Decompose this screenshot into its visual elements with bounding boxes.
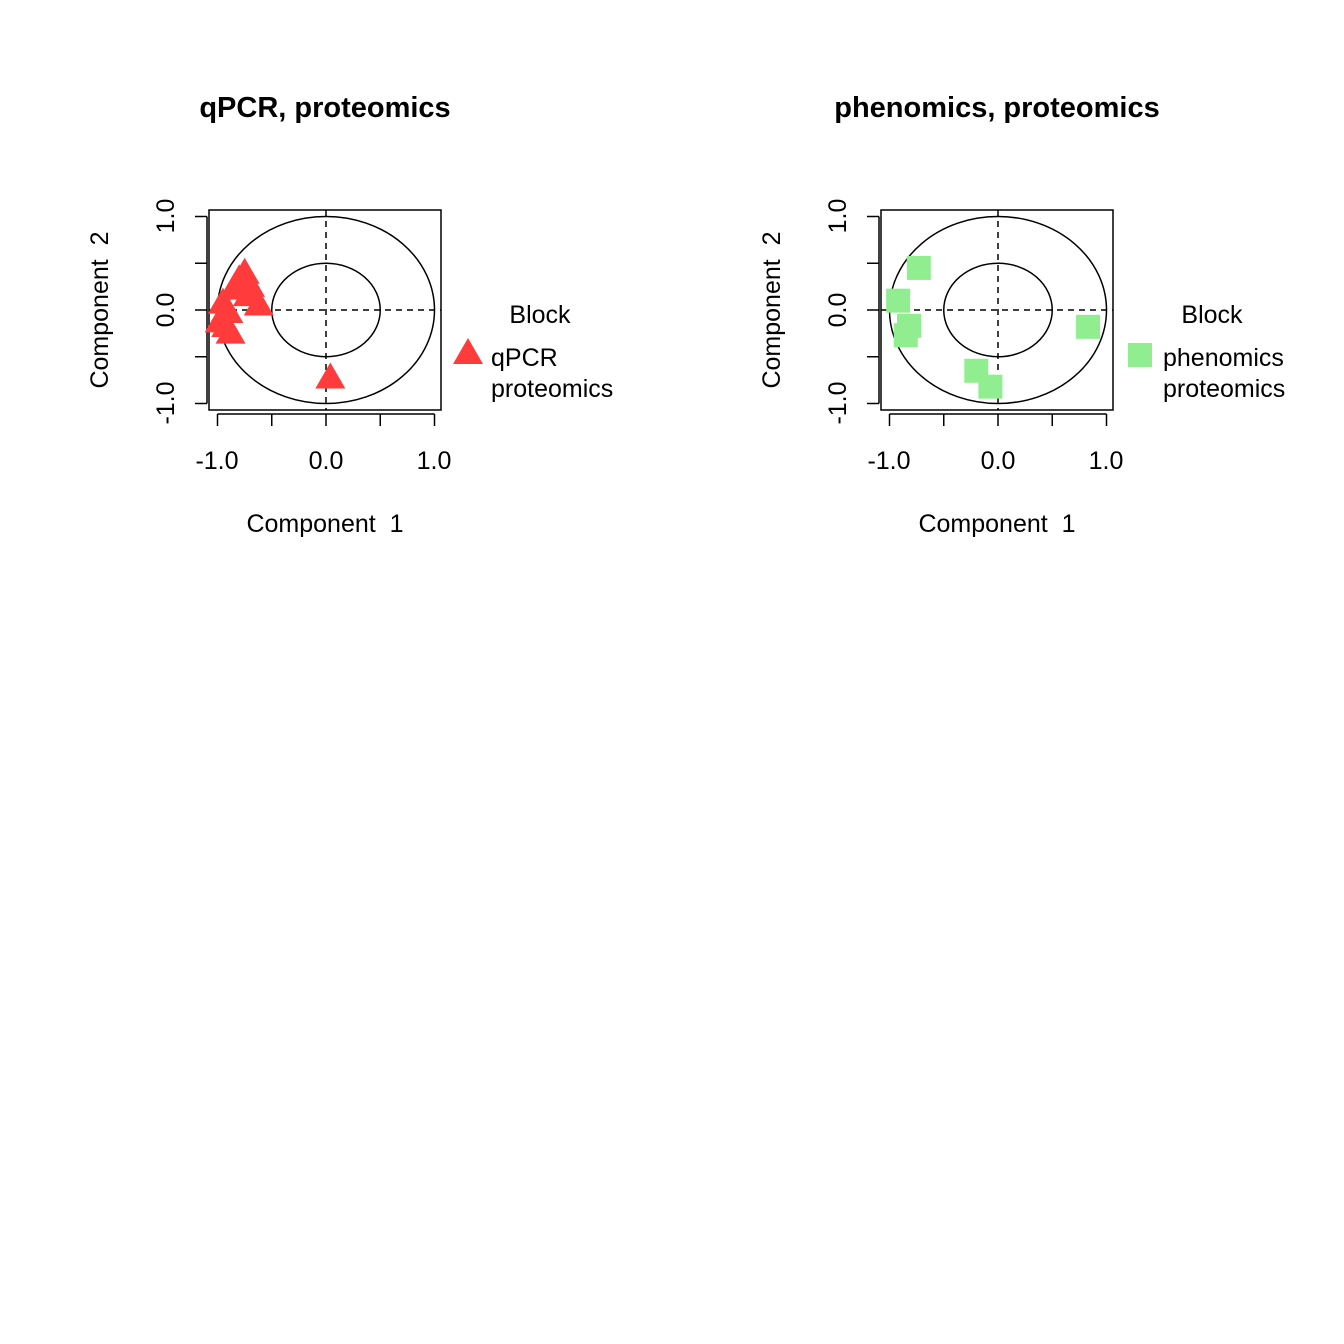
data-point-square [893, 323, 918, 348]
x-axis-title: Component 1 [246, 510, 403, 538]
y-tick-label: 1.0 [824, 199, 852, 234]
x-tick-label: -1.0 [867, 447, 910, 475]
legend-entry: proteomics [491, 375, 613, 403]
legend-title: Block [1181, 301, 1243, 329]
x-tick-label: 1.0 [417, 447, 452, 475]
legend: Block phenomics proteomics [1128, 301, 1285, 403]
data-point-triangle [243, 289, 274, 316]
x-tick-label: 0.0 [309, 447, 344, 475]
panel-qpcr-proteomics: qPCR, proteomics Component 1 Component 2… [86, 92, 613, 538]
x-tick-label: -1.0 [195, 447, 238, 475]
x-tick-labels: -1.0 0.0 1.0 [867, 447, 1123, 475]
y-tick-label: -1.0 [152, 381, 180, 424]
data-point-square [886, 288, 911, 313]
x-axis-title: Component 1 [918, 510, 1075, 538]
plot-area [867, 209, 1114, 426]
chart-title: qPCR, proteomics [199, 92, 450, 124]
x-tick-labels: -1.0 0.0 1.0 [195, 447, 451, 475]
y-tick-labels: -1.0 0.0 1.0 [152, 199, 180, 425]
data-point-triangle [315, 362, 346, 389]
y-tick-labels: -1.0 0.0 1.0 [824, 199, 852, 425]
legend-triangle-marker [453, 338, 483, 364]
y-axis-title: Component 2 [758, 231, 786, 388]
data-point-square [906, 255, 931, 280]
y-tick-label: -1.0 [824, 381, 852, 424]
x-tick-label: 1.0 [1089, 447, 1124, 475]
y-tick-label: 1.0 [152, 199, 180, 234]
y-tick-label: 0.0 [824, 293, 852, 328]
legend-entry: phenomics [1163, 344, 1284, 372]
legend-square-marker [1128, 343, 1152, 367]
legend-entry: qPCR [491, 344, 558, 372]
chart-title: phenomics, proteomics [834, 92, 1160, 124]
data-point-square [978, 374, 1003, 399]
y-axis-title: Component 2 [86, 231, 114, 388]
plot-area [195, 209, 442, 426]
data-point-triangle [215, 317, 246, 344]
y-tick-label: 0.0 [152, 293, 180, 328]
legend-entry: proteomics [1163, 375, 1285, 403]
panel-phenomics-proteomics: phenomics, proteomics Component 1 Compon… [758, 92, 1285, 538]
legend: Block qPCR proteomics [453, 301, 613, 403]
x-tick-label: 0.0 [981, 447, 1016, 475]
legend-title: Block [509, 301, 571, 329]
data-point-square [1076, 314, 1101, 339]
